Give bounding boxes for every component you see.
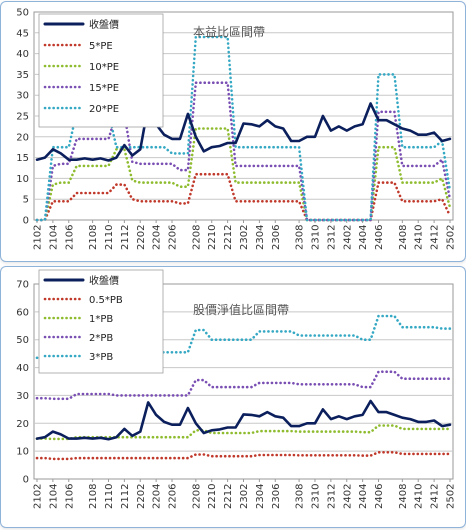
series-line-pb-3 bbox=[35, 370, 452, 401]
x-tick-label: 2204 bbox=[152, 484, 163, 509]
y-tick-label: 40 bbox=[16, 49, 29, 60]
x-tick-label: 2304 bbox=[255, 225, 266, 250]
y-tick-label: 20 bbox=[16, 132, 29, 143]
y-tick-label: 5 bbox=[23, 195, 29, 206]
legend-label: 20*PE bbox=[89, 104, 119, 115]
legend-label: 0.5*PB bbox=[89, 295, 123, 306]
x-tick-label: 2408 bbox=[398, 225, 409, 250]
series-line-pe-2 bbox=[35, 127, 452, 222]
legend-label: 10*PE bbox=[89, 62, 119, 73]
x-tick-label: 2212 bbox=[223, 484, 234, 509]
x-tick-label: 2106 bbox=[64, 484, 75, 509]
y-tick-label: 50 bbox=[16, 335, 29, 346]
x-tick-label: 2202 bbox=[136, 484, 147, 509]
legend-label: 1*PB bbox=[89, 314, 113, 325]
y-tick-label: 70 bbox=[16, 280, 29, 291]
series-line-pe-0 bbox=[35, 102, 452, 162]
x-tick-label: 2410 bbox=[414, 225, 425, 250]
x-tick-label: 2108 bbox=[88, 484, 99, 509]
x-tick-label: 2104 bbox=[48, 225, 59, 250]
y-tick-label: 10 bbox=[16, 447, 29, 458]
legend-label: 收盤價 bbox=[89, 274, 119, 287]
pe-band-chart: 0 5 10 15 20 25 30 35 40 45 50 2102 2104 2106 2108 2110… bbox=[16, 8, 457, 251]
x-tick-label: 2108 bbox=[88, 225, 99, 250]
x-tick-label: 2106 bbox=[64, 225, 75, 250]
x-tick-label: 2402 bbox=[342, 484, 353, 509]
y-tick-label: 50 bbox=[16, 8, 29, 19]
x-tick-label: 2204 bbox=[152, 225, 163, 250]
legend-box bbox=[38, 13, 164, 128]
x-tick-label: 2302 bbox=[239, 484, 250, 509]
pb-band-chart: 0 10 20 30 40 50 60 70 2102 2104 2106 2108 2110 2112 2… bbox=[16, 269, 457, 509]
y-tick-label: 40 bbox=[16, 363, 29, 374]
x-tick-label: 2302 bbox=[239, 225, 250, 250]
x-tick-label: 2402 bbox=[342, 225, 353, 250]
y-tick-label: 20 bbox=[16, 419, 29, 430]
x-tick-label: 2112 bbox=[120, 225, 131, 250]
x-tick-label: 2410 bbox=[414, 484, 425, 509]
x-tick-label: 2110 bbox=[104, 484, 115, 509]
legend-box bbox=[38, 269, 164, 374]
x-tick-label: 2102 bbox=[33, 484, 44, 509]
x-tick-label: 2308 bbox=[295, 484, 306, 509]
x-tick-label: 2310 bbox=[310, 225, 321, 250]
x-tick-label: 2210 bbox=[207, 225, 218, 250]
x-tick-label: 2406 bbox=[374, 484, 385, 509]
x-tick-label: 2212 bbox=[223, 225, 234, 250]
x-tick-label: 2502 bbox=[446, 225, 457, 250]
legend-label: 3*PB bbox=[89, 352, 113, 363]
x-tick-label: 2308 bbox=[295, 225, 306, 250]
x-tick-label: 2412 bbox=[430, 225, 441, 250]
x-tick-label: 2408 bbox=[398, 484, 409, 509]
y-tick-label: 60 bbox=[16, 307, 29, 318]
x-tick-label: 2310 bbox=[310, 484, 321, 509]
y-tick-label: 30 bbox=[16, 391, 29, 402]
x-tick-label: 2306 bbox=[271, 225, 282, 250]
x-tick-label: 2102 bbox=[33, 225, 44, 250]
x-tick-label: 2306 bbox=[271, 484, 282, 509]
y-tick-label: 30 bbox=[16, 91, 29, 102]
x-tick-label: 2312 bbox=[326, 484, 337, 509]
x-tick-label: 2404 bbox=[358, 484, 369, 509]
series-line-pb-2 bbox=[35, 424, 452, 441]
pb-band-chart-panel: 0 10 20 30 40 50 60 70 2102 2104 2106 2108 2110 2112 2… bbox=[0, 266, 466, 528]
y-tick-label: 15 bbox=[16, 153, 29, 164]
x-tick-label: 2312 bbox=[326, 225, 337, 250]
y-tick-label: 45 bbox=[16, 28, 29, 39]
x-tick-label: 2202 bbox=[136, 225, 147, 250]
series-line-pb-1 bbox=[35, 451, 452, 461]
x-tick-label: 2208 bbox=[191, 484, 202, 509]
legend-label: 2*PB bbox=[89, 333, 113, 344]
x-tick-label: 2104 bbox=[48, 484, 59, 509]
x-tick-label: 2210 bbox=[207, 484, 218, 509]
x-tick-label: 2208 bbox=[191, 225, 202, 250]
x-tick-label: 2404 bbox=[358, 225, 369, 250]
y-tick-label: 35 bbox=[16, 70, 29, 81]
series-line-pe-3 bbox=[35, 81, 452, 222]
legend-label: 收盤價 bbox=[89, 18, 119, 31]
x-tick-label: 2112 bbox=[120, 484, 131, 509]
x-tick-label: 2206 bbox=[168, 225, 179, 250]
chart-title: 本益比區間帶 bbox=[193, 25, 265, 39]
pe-band-chart-panel: 0 5 10 15 20 25 30 35 40 45 50 2102 2104 2106 2108 2110… bbox=[0, 1, 466, 262]
legend-label: 15*PE bbox=[89, 83, 119, 94]
x-tick-label: 2406 bbox=[374, 225, 385, 250]
x-tick-label: 2502 bbox=[446, 484, 457, 509]
x-tick-label: 2110 bbox=[104, 225, 115, 250]
y-tick-label: 10 bbox=[16, 174, 29, 185]
legend-label: 5*PE bbox=[89, 41, 113, 52]
y-tick-label: 0 bbox=[23, 216, 29, 227]
y-tick-label: 25 bbox=[16, 112, 29, 123]
x-tick-label: 2304 bbox=[255, 484, 266, 509]
y-tick-label: 0 bbox=[23, 475, 29, 486]
x-tick-label: 2412 bbox=[430, 484, 441, 509]
x-tick-label: 2206 bbox=[168, 484, 179, 509]
chart-title: 股價淨值比區間帶 bbox=[193, 302, 289, 317]
series-line-pb-0 bbox=[35, 399, 452, 441]
series-line-pe-1 bbox=[35, 172, 452, 222]
